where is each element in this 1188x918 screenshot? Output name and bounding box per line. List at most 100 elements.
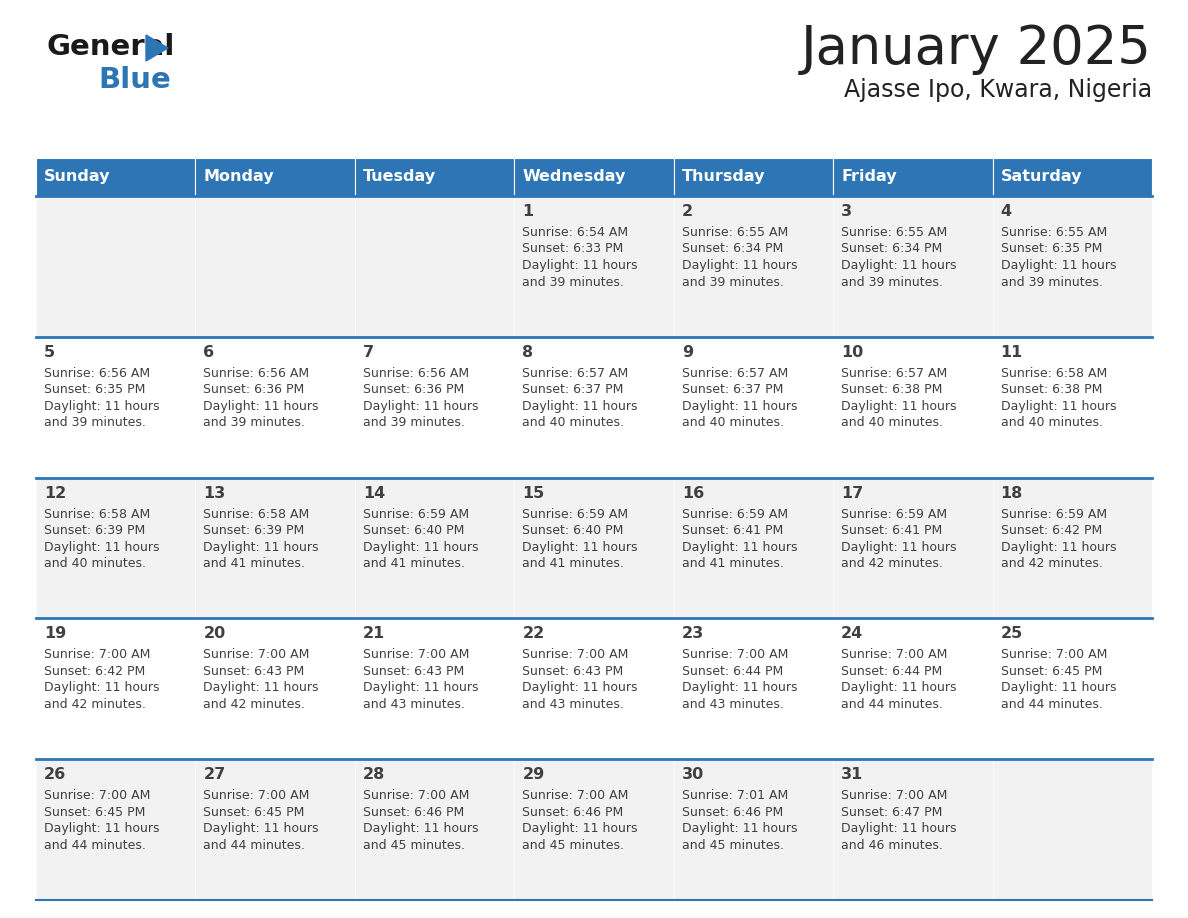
Text: Daylight: 11 hours: Daylight: 11 hours: [203, 823, 318, 835]
Text: Sunset: 6:36 PM: Sunset: 6:36 PM: [362, 384, 465, 397]
Text: Sunset: 6:44 PM: Sunset: 6:44 PM: [682, 665, 783, 677]
Text: Daylight: 11 hours: Daylight: 11 hours: [362, 541, 479, 554]
Text: 25: 25: [1000, 626, 1023, 642]
Bar: [992, 477, 1152, 619]
Bar: [196, 477, 355, 619]
Text: and 40 minutes.: and 40 minutes.: [682, 416, 784, 430]
Text: Daylight: 11 hours: Daylight: 11 hours: [841, 400, 956, 413]
Text: and 40 minutes.: and 40 minutes.: [1000, 416, 1102, 430]
Text: Daylight: 11 hours: Daylight: 11 hours: [841, 541, 956, 554]
Text: 2: 2: [682, 204, 693, 219]
Bar: [514, 619, 674, 759]
Text: 19: 19: [44, 626, 67, 642]
Text: and 41 minutes.: and 41 minutes.: [682, 557, 784, 570]
Text: Sunset: 6:35 PM: Sunset: 6:35 PM: [44, 384, 145, 397]
Text: Sunset: 6:37 PM: Sunset: 6:37 PM: [523, 384, 624, 397]
Text: Daylight: 11 hours: Daylight: 11 hours: [1000, 681, 1116, 694]
Text: and 45 minutes.: and 45 minutes.: [523, 839, 624, 852]
Bar: [514, 337, 674, 477]
Text: Sunrise: 7:00 AM: Sunrise: 7:00 AM: [44, 789, 151, 802]
Text: 3: 3: [841, 204, 852, 219]
Bar: [355, 337, 514, 477]
Text: Daylight: 11 hours: Daylight: 11 hours: [841, 823, 956, 835]
Text: Sunset: 6:45 PM: Sunset: 6:45 PM: [203, 806, 305, 819]
Text: Friday: Friday: [841, 170, 897, 185]
Text: Sunrise: 6:59 AM: Sunrise: 6:59 AM: [682, 508, 788, 521]
Text: and 39 minutes.: and 39 minutes.: [203, 416, 305, 430]
Text: Ajasse Ipo, Kwara, Nigeria: Ajasse Ipo, Kwara, Nigeria: [843, 78, 1152, 102]
Text: January 2025: January 2025: [801, 23, 1152, 75]
Text: Daylight: 11 hours: Daylight: 11 hours: [682, 400, 797, 413]
Text: Sunrise: 6:55 AM: Sunrise: 6:55 AM: [841, 226, 947, 239]
Text: and 44 minutes.: and 44 minutes.: [1000, 698, 1102, 711]
Text: and 40 minutes.: and 40 minutes.: [841, 416, 943, 430]
Text: 20: 20: [203, 626, 226, 642]
Text: Monday: Monday: [203, 170, 274, 185]
Text: Daylight: 11 hours: Daylight: 11 hours: [523, 681, 638, 694]
Bar: [833, 196, 992, 337]
Text: Daylight: 11 hours: Daylight: 11 hours: [1000, 400, 1116, 413]
Text: 23: 23: [682, 626, 704, 642]
Text: General: General: [46, 33, 175, 61]
Text: Daylight: 11 hours: Daylight: 11 hours: [362, 400, 479, 413]
Text: Daylight: 11 hours: Daylight: 11 hours: [523, 823, 638, 835]
Text: and 39 minutes.: and 39 minutes.: [841, 275, 943, 288]
Text: Daylight: 11 hours: Daylight: 11 hours: [44, 400, 159, 413]
Text: 16: 16: [682, 486, 704, 500]
Text: Tuesday: Tuesday: [362, 170, 436, 185]
Text: Daylight: 11 hours: Daylight: 11 hours: [203, 400, 318, 413]
Text: and 39 minutes.: and 39 minutes.: [1000, 275, 1102, 288]
Bar: [36, 477, 196, 619]
Text: Sunrise: 7:00 AM: Sunrise: 7:00 AM: [841, 648, 948, 661]
Text: 1: 1: [523, 204, 533, 219]
Text: Sunset: 6:40 PM: Sunset: 6:40 PM: [362, 524, 465, 537]
Text: Sunset: 6:36 PM: Sunset: 6:36 PM: [203, 384, 304, 397]
Text: Sunset: 6:46 PM: Sunset: 6:46 PM: [523, 806, 624, 819]
Polygon shape: [146, 35, 168, 61]
Text: 6: 6: [203, 345, 215, 360]
Bar: [355, 158, 514, 196]
Text: and 41 minutes.: and 41 minutes.: [203, 557, 305, 570]
Text: Blue: Blue: [97, 66, 171, 94]
Text: Sunrise: 6:56 AM: Sunrise: 6:56 AM: [44, 367, 150, 380]
Text: 18: 18: [1000, 486, 1023, 500]
Text: Daylight: 11 hours: Daylight: 11 hours: [203, 681, 318, 694]
Text: 4: 4: [1000, 204, 1012, 219]
Text: and 42 minutes.: and 42 minutes.: [203, 698, 305, 711]
Bar: [355, 619, 514, 759]
Text: Daylight: 11 hours: Daylight: 11 hours: [203, 541, 318, 554]
Bar: [833, 619, 992, 759]
Text: 10: 10: [841, 345, 864, 360]
Text: Sunset: 6:34 PM: Sunset: 6:34 PM: [682, 242, 783, 255]
Text: Sunrise: 7:00 AM: Sunrise: 7:00 AM: [362, 789, 469, 802]
Text: 24: 24: [841, 626, 864, 642]
Text: Daylight: 11 hours: Daylight: 11 hours: [523, 400, 638, 413]
Text: Saturday: Saturday: [1000, 170, 1082, 185]
Text: Sunset: 6:42 PM: Sunset: 6:42 PM: [1000, 524, 1101, 537]
Text: and 39 minutes.: and 39 minutes.: [682, 275, 784, 288]
Bar: [355, 477, 514, 619]
Text: Sunset: 6:38 PM: Sunset: 6:38 PM: [841, 384, 942, 397]
Bar: [36, 158, 196, 196]
Bar: [992, 158, 1152, 196]
Text: Sunset: 6:43 PM: Sunset: 6:43 PM: [523, 665, 624, 677]
Text: Sunset: 6:39 PM: Sunset: 6:39 PM: [44, 524, 145, 537]
Text: and 46 minutes.: and 46 minutes.: [841, 839, 943, 852]
Text: Sunset: 6:40 PM: Sunset: 6:40 PM: [523, 524, 624, 537]
Text: Sunrise: 6:58 AM: Sunrise: 6:58 AM: [203, 508, 310, 521]
Bar: [674, 477, 833, 619]
Text: Sunrise: 7:00 AM: Sunrise: 7:00 AM: [841, 789, 948, 802]
Text: Sunrise: 7:00 AM: Sunrise: 7:00 AM: [44, 648, 151, 661]
Text: Sunset: 6:34 PM: Sunset: 6:34 PM: [841, 242, 942, 255]
Text: Daylight: 11 hours: Daylight: 11 hours: [682, 259, 797, 272]
Bar: [355, 759, 514, 900]
Text: Daylight: 11 hours: Daylight: 11 hours: [44, 823, 159, 835]
Text: Sunset: 6:39 PM: Sunset: 6:39 PM: [203, 524, 304, 537]
Text: and 40 minutes.: and 40 minutes.: [44, 557, 146, 570]
Text: and 39 minutes.: and 39 minutes.: [523, 275, 624, 288]
Text: and 43 minutes.: and 43 minutes.: [682, 698, 784, 711]
Text: Sunrise: 6:55 AM: Sunrise: 6:55 AM: [682, 226, 788, 239]
Text: Sunset: 6:46 PM: Sunset: 6:46 PM: [362, 806, 465, 819]
Bar: [196, 158, 355, 196]
Text: 8: 8: [523, 345, 533, 360]
